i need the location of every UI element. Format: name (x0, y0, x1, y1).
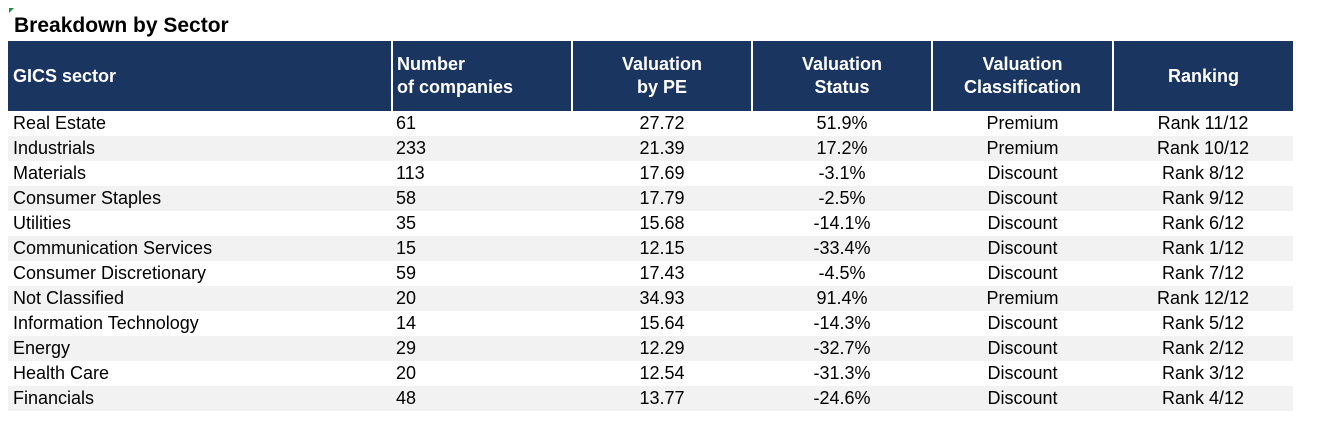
sector-breakdown-table: GICS sector Number of companies Valuatio… (8, 41, 1293, 411)
cell-pe[interactable]: 12.29 (572, 336, 752, 361)
cell-ranking[interactable]: Rank 3/12 (1113, 361, 1293, 386)
cell-ranking[interactable]: Rank 2/12 (1113, 336, 1293, 361)
cell-classification[interactable]: Discount (932, 336, 1113, 361)
table-row: Consumer Discretionary 59 17.43 -4.5% Discou… (8, 261, 1293, 286)
header-gics-sector[interactable]: GICS sector (8, 41, 392, 111)
cell-valuation-status[interactable]: -4.5% (752, 261, 932, 286)
header-valuation-by-pe[interactable]: Valuation by PE (571, 41, 752, 111)
cell-company-count[interactable]: 20 (392, 361, 572, 386)
header-ranking[interactable]: Ranking (1112, 41, 1293, 111)
cell-classification[interactable]: Premium (932, 136, 1113, 161)
cell-company-count[interactable]: 59 (392, 261, 572, 286)
cell-ranking[interactable]: Rank 8/12 (1113, 161, 1293, 186)
cell-sector[interactable]: Consumer Discretionary (8, 261, 392, 286)
table-row: Financials 48 13.77 -24.6% Discount Rank 4/12 (8, 386, 1293, 411)
cell-valuation-status[interactable]: -32.7% (752, 336, 932, 361)
cell-sector[interactable]: Not Classified (8, 286, 392, 311)
cell-classification[interactable]: Premium (932, 286, 1113, 311)
cell-valuation-status[interactable]: -3.1% (752, 161, 932, 186)
table-row: Utilities 35 15.68 -14.1% Discount Rank 6/12 (8, 211, 1293, 236)
cell-valuation-status[interactable]: 51.9% (752, 111, 932, 136)
cell-company-count[interactable]: 35 (392, 211, 572, 236)
cell-ranking[interactable]: Rank 9/12 (1113, 186, 1293, 211)
cell-pe[interactable]: 13.77 (572, 386, 752, 411)
table-row: Consumer Staples 58 17.79 -2.5% Discount Rank… (8, 186, 1293, 211)
header-valuation-classification[interactable]: Valuation Classification (931, 41, 1113, 111)
table-row: Health Care 20 12.54 -31.3% Discount Rank 3/1… (8, 361, 1293, 386)
cell-pe[interactable]: 15.64 (572, 311, 752, 336)
cell-pe[interactable]: 27.72 (572, 111, 752, 136)
cell-sector[interactable]: Consumer Staples (8, 186, 392, 211)
cell-company-count[interactable]: 15 (392, 236, 572, 261)
cell-valuation-status[interactable]: -14.1% (752, 211, 932, 236)
cell-pe[interactable]: 21.39 (572, 136, 752, 161)
cell-sector[interactable]: Industrials (8, 136, 392, 161)
cell-valuation-status[interactable]: -31.3% (752, 361, 932, 386)
cell-comment-marker (9, 8, 14, 13)
cell-valuation-status[interactable]: -2.5% (752, 186, 932, 211)
cell-company-count[interactable]: 14 (392, 311, 572, 336)
cell-classification[interactable]: Discount (932, 311, 1113, 336)
cell-company-count[interactable]: 61 (392, 111, 572, 136)
cell-classification[interactable]: Discount (932, 186, 1113, 211)
table-row: Communication Services 15 12.15 -33.4% Disco… (8, 236, 1293, 261)
cell-company-count[interactable]: 48 (392, 386, 572, 411)
cell-ranking[interactable]: Rank 10/12 (1113, 136, 1293, 161)
cell-sector[interactable]: Information Technology (8, 311, 392, 336)
cell-pe[interactable]: 17.43 (572, 261, 752, 286)
cell-ranking[interactable]: Rank 7/12 (1113, 261, 1293, 286)
cell-pe[interactable]: 34.93 (572, 286, 752, 311)
cell-sector[interactable]: Utilities (8, 211, 392, 236)
table-row: Information Technology 14 15.64 -14.3% Disco… (8, 311, 1293, 336)
cell-sector[interactable]: Real Estate (8, 111, 392, 136)
cell-valuation-status[interactable]: 17.2% (752, 136, 932, 161)
header-row: GICS sector Number of companies Valuatio… (8, 41, 1293, 111)
cell-valuation-status[interactable]: -24.6% (752, 386, 932, 411)
cell-company-count[interactable]: 29 (392, 336, 572, 361)
cell-pe[interactable]: 15.68 (572, 211, 752, 236)
cell-ranking[interactable]: Rank 1/12 (1113, 236, 1293, 261)
table-row: Not Classified 20 34.93 91.4% Premium Rank 12… (8, 286, 1293, 311)
table-row: Materials 113 17.69 -3.1% Discount Rank 8/12 (8, 161, 1293, 186)
cell-classification[interactable]: Discount (932, 261, 1113, 286)
cell-classification[interactable]: Discount (932, 386, 1113, 411)
cell-company-count[interactable]: 113 (392, 161, 572, 186)
cell-sector[interactable]: Communication Services (8, 236, 392, 261)
cell-sector[interactable]: Financials (8, 386, 392, 411)
cell-valuation-status[interactable]: -14.3% (752, 311, 932, 336)
cell-pe[interactable]: 12.15 (572, 236, 752, 261)
cell-company-count[interactable]: 58 (392, 186, 572, 211)
cell-sector[interactable]: Materials (8, 161, 392, 186)
table-row: Real Estate 61 27.72 51.9% Premium Rank 11/12 (8, 111, 1293, 136)
cell-sector[interactable]: Health Care (8, 361, 392, 386)
cell-classification[interactable]: Discount (932, 211, 1113, 236)
cell-pe[interactable]: 17.69 (572, 161, 752, 186)
cell-pe[interactable]: 12.54 (572, 361, 752, 386)
cell-company-count[interactable]: 233 (392, 136, 572, 161)
cell-ranking[interactable]: Rank 12/12 (1113, 286, 1293, 311)
cell-valuation-status[interactable]: -33.4% (752, 236, 932, 261)
header-number-of-companies[interactable]: Number of companies (391, 41, 572, 111)
cell-sector[interactable]: Energy (8, 336, 392, 361)
cell-company-count[interactable]: 20 (392, 286, 572, 311)
cell-classification[interactable]: Discount (932, 161, 1113, 186)
header-valuation-status[interactable]: Valuation Status (751, 41, 932, 111)
cell-pe[interactable]: 17.79 (572, 186, 752, 211)
cell-valuation-status[interactable]: 91.4% (752, 286, 932, 311)
cell-classification[interactable]: Discount (932, 236, 1113, 261)
table-row: Energy 29 12.29 -32.7% Discount Rank 2/12 (8, 336, 1293, 361)
cell-classification[interactable]: Premium (932, 111, 1113, 136)
cell-ranking[interactable]: Rank 11/12 (1113, 111, 1293, 136)
table-row: Industrials 233 21.39 17.2% Premium Rank 10/1… (8, 136, 1293, 161)
cell-ranking[interactable]: Rank 5/12 (1113, 311, 1293, 336)
cell-classification[interactable]: Discount (932, 361, 1113, 386)
cell-ranking[interactable]: Rank 6/12 (1113, 211, 1293, 236)
cell-ranking[interactable]: Rank 4/12 (1113, 386, 1293, 411)
sheet-title: Breakdown by Sector (14, 14, 229, 37)
